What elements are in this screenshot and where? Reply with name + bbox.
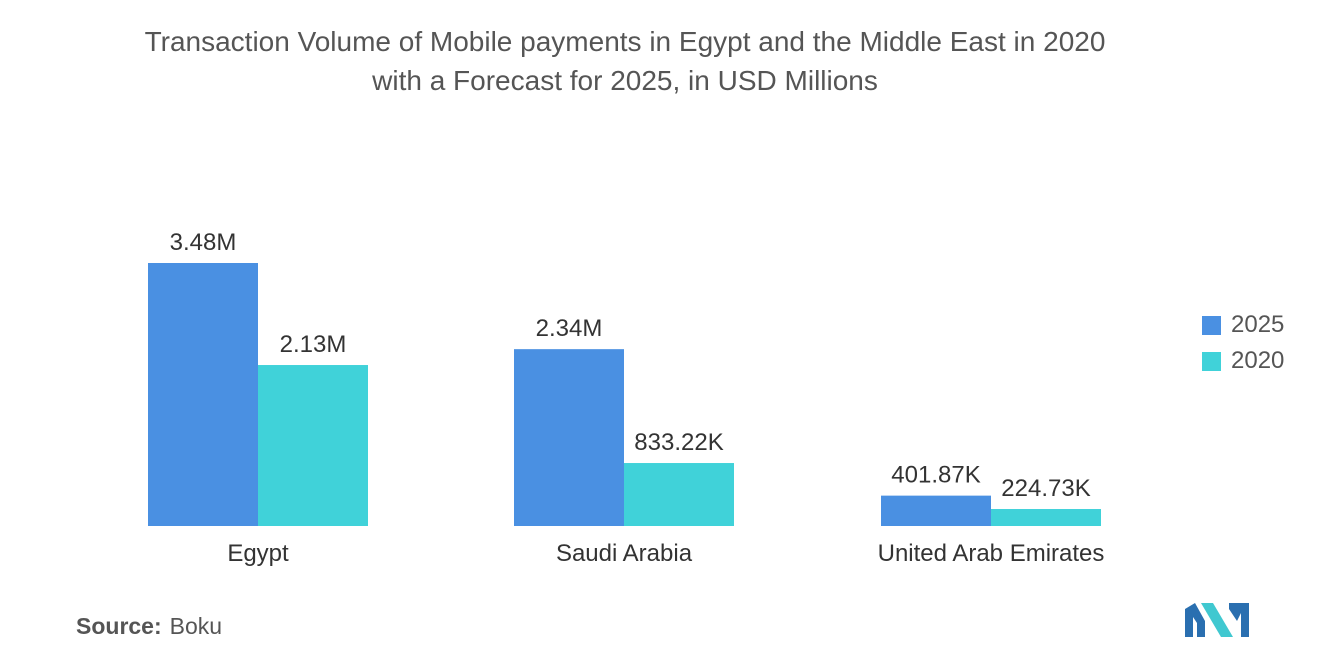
- legend: 2025 2020: [1202, 307, 1284, 379]
- chart-title-line-2: with a Forecast for 2025, in USD Million…: [372, 65, 878, 96]
- legend-label-2020: 2020: [1231, 347, 1285, 374]
- bar-2025-saudi-arabia[interactable]: [514, 349, 624, 526]
- data-label-2020-egypt: 2.13M: [280, 331, 347, 358]
- data-label-2025-united-arab-emirates: 401.87K: [891, 462, 980, 489]
- bar-2020-united-arab-emirates[interactable]: [991, 509, 1101, 526]
- x-tick-label-egypt: Egypt: [227, 540, 289, 567]
- x-tick-label-saudi-arabia: Saudi Arabia: [556, 540, 693, 567]
- source-label: Source:: [76, 613, 162, 639]
- x-tick-label-united-arab-emirates: United Arab Emirates: [878, 540, 1105, 567]
- bar-2025-egypt[interactable]: [148, 263, 258, 526]
- data-label-2025-egypt: 3.48M: [170, 229, 237, 256]
- legend-item-2020[interactable]: 2020: [1202, 343, 1284, 379]
- source-note: Source: Boku: [76, 613, 222, 640]
- data-label-2020-united-arab-emirates: 224.73K: [1001, 475, 1090, 502]
- brand-logo-icon: [1185, 603, 1249, 637]
- bar-2025-united-arab-emirates[interactable]: [881, 495, 991, 526]
- legend-swatch-2020: [1202, 351, 1221, 371]
- legend-label-2025: 2025: [1231, 311, 1285, 338]
- source-value: Boku: [169, 613, 223, 639]
- chart-title-line-1: Transaction Volume of Mobile payments in…: [144, 26, 1106, 57]
- bar-2020-egypt[interactable]: [258, 365, 368, 526]
- legend-item-2025[interactable]: 2025: [1202, 307, 1284, 343]
- data-label-2020-saudi-arabia: 833.22K: [634, 429, 723, 456]
- bar-2020-saudi-arabia[interactable]: [624, 463, 734, 526]
- chart-title: Transaction Volume of Mobile payments in…: [60, 22, 1190, 100]
- data-label-2025-saudi-arabia: 2.34M: [536, 315, 603, 342]
- legend-swatch-2025: [1202, 315, 1221, 335]
